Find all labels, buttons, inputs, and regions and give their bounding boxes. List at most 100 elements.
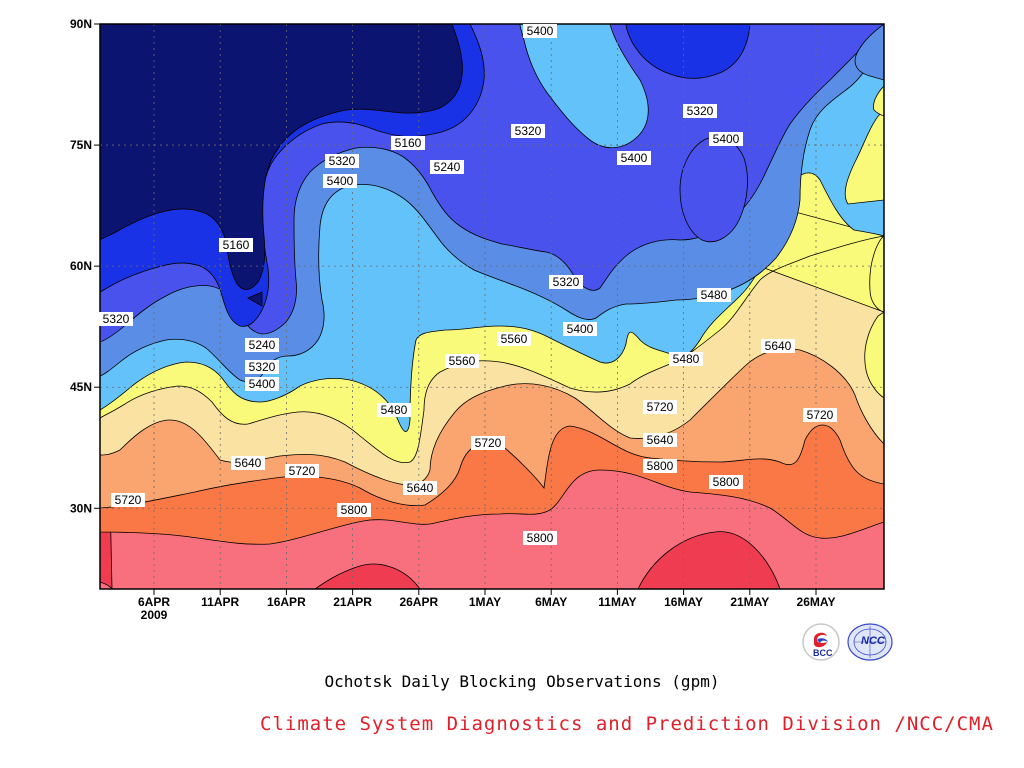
y-tick-label: 45N — [70, 380, 92, 394]
contour-label: 5480 — [673, 352, 700, 366]
contour-label: 5800 — [647, 459, 674, 473]
contour-label-bg — [377, 403, 411, 417]
contour-label: 5400 — [327, 174, 354, 188]
x-tick-label: 11APR — [201, 595, 239, 609]
band-5240-pocket-east — [679, 136, 748, 243]
contour-label-bg — [245, 360, 279, 374]
contour-label-bg — [523, 531, 557, 545]
contour-label: 5800 — [527, 531, 554, 545]
band-5400-pocket-north — [519, 24, 649, 148]
contour-label: 5400 — [567, 322, 594, 336]
contour-label: 5400 — [249, 377, 276, 391]
contour-label-bg — [803, 408, 837, 422]
x-tick-label: 21MAY — [730, 595, 769, 609]
contour-label: 5400 — [527, 24, 554, 38]
chart-caption: Ochotsk Daily Blocking Observations (gpm… — [324, 672, 720, 691]
contour-label-bg — [511, 124, 545, 138]
x-tick-label: 6MAY — [535, 595, 567, 609]
contour-label: 5160 — [223, 238, 250, 252]
contour-label: 5480 — [381, 403, 408, 417]
contour-label-bg — [497, 332, 531, 346]
contour-label-bg — [761, 339, 795, 353]
contour-label: 5800 — [341, 503, 368, 517]
x-tick-label: 6APR — [138, 595, 170, 609]
contour-label-bg — [697, 288, 731, 302]
x-tick-label: 1MAY — [469, 595, 501, 609]
bcc-logo-text: BCC — [813, 648, 833, 658]
contour-label: 5320 — [687, 104, 714, 118]
contour-label: 5640 — [765, 339, 792, 353]
ncc-logo-mark — [847, 623, 893, 661]
contour-label-bg — [99, 312, 133, 326]
x-tick-label: 21APR — [333, 595, 372, 609]
contour-label-bg — [709, 475, 743, 489]
credit-line: Climate System Diagnostics and Predictio… — [260, 713, 994, 735]
contour-label: 5320 — [249, 360, 276, 374]
ncc-logo-text: NCC — [861, 635, 885, 647]
contour-labels: 5400 5320 5320 5160 5240 5320 5400 5400 5160 5320… — [99, 24, 837, 545]
contour-label: 5720 — [115, 493, 142, 507]
contour-label-bg — [617, 151, 651, 165]
contour-label-bg — [549, 275, 583, 289]
contour-label-bg — [391, 136, 425, 150]
contour-label-bg — [111, 493, 145, 507]
contour-label-bg — [523, 24, 557, 38]
plot-frame — [99, 23, 885, 590]
contour-label: 5320 — [553, 275, 580, 289]
contour-label: 5240 — [249, 338, 276, 352]
x-tick-label: 26APR — [399, 595, 438, 609]
contour-label-bg — [563, 322, 597, 336]
contour-label-bg — [471, 436, 505, 450]
dotted-grid — [100, 24, 884, 589]
bcc-logo: BCC — [801, 622, 841, 662]
y-tick-label: 75N — [70, 138, 92, 152]
y-tick-label: 60N — [70, 259, 92, 273]
contour-label-bg — [337, 503, 371, 517]
contour-label: 5160 — [395, 136, 422, 150]
contour-label-bg — [219, 238, 253, 252]
contour-label-bg — [669, 352, 703, 366]
contour-label: 5720 — [475, 436, 502, 450]
small-triangle-feature — [247, 291, 263, 307]
contour-label: 5320 — [103, 312, 130, 326]
contour-label: 5480 — [701, 288, 728, 302]
contour-label: 5720 — [807, 408, 834, 422]
contour-label-bg — [683, 104, 717, 118]
band-low — [100, 24, 463, 290]
y-tick-label: 30N — [70, 501, 92, 515]
x-axis-year: 2009 — [141, 608, 168, 622]
contour-label: 5240 — [434, 160, 461, 174]
band-5320-tongue-east — [854, 24, 884, 81]
contour-label-bg — [643, 433, 677, 447]
y-tick-label: 90N — [70, 17, 92, 31]
contour-label-bg — [445, 354, 479, 368]
contour-label-bg — [325, 154, 359, 168]
contour-label: 5400 — [621, 151, 648, 165]
contour-label-bg — [245, 377, 279, 391]
x-tick-label: 16APR — [267, 595, 306, 609]
contour-label-bg — [403, 481, 437, 495]
x-tick-label: 26MAY — [797, 595, 836, 609]
contour-label: 5320 — [329, 154, 356, 168]
contour-label-bg — [643, 400, 677, 414]
y-axis-ticks: 30N 45N 60N 75N 90N — [70, 17, 100, 515]
x-tick-label: 16MAY — [664, 595, 703, 609]
contour-label-bg — [285, 464, 319, 478]
contour-label-bg — [323, 174, 357, 188]
contour-label: 5640 — [407, 481, 434, 495]
contour-label: 5720 — [289, 464, 316, 478]
contour-label-bg — [643, 459, 677, 473]
contour-label-bg — [245, 338, 279, 352]
contour-label-bg — [231, 456, 265, 470]
bcc-logo-mark — [802, 623, 840, 661]
contour-label: 5800 — [713, 475, 740, 489]
contour-label-bg — [430, 160, 464, 174]
x-tick-label: 11MAY — [598, 595, 636, 609]
contour-label-bg — [709, 132, 743, 146]
x-axis-ticks: 6APR 11APR 16APR 21APR 26APR 1MAY 6MAY 11MAY 16M… — [138, 589, 835, 609]
contour-fills — [100, 24, 884, 589]
contour-label: 5400 — [713, 132, 740, 146]
contour-label: 5320 — [515, 124, 542, 138]
contour-label: 5560 — [501, 332, 528, 346]
